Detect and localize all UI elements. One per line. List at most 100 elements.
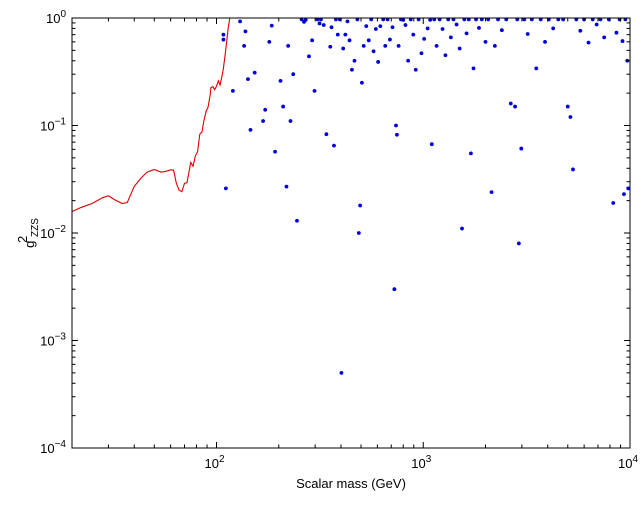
- scatter-point: [406, 58, 411, 63]
- y-tick-label-base: 10: [46, 11, 60, 26]
- scatter-point: [288, 119, 293, 123]
- scatter-point: [620, 39, 625, 43]
- scatter-point: [267, 39, 272, 44]
- scatter-point: [356, 231, 361, 235]
- x-tick-label: 104: [618, 454, 638, 471]
- scatter-point: [394, 123, 398, 128]
- scatter-point: [392, 287, 397, 292]
- x-tick-label: 103: [411, 454, 431, 471]
- y-tick-label: 10−1: [40, 117, 66, 134]
- scatter-point: [281, 104, 286, 109]
- scatter-point: [594, 22, 599, 27]
- y-tick-label: 10−2: [40, 224, 66, 241]
- scatter-point: [419, 51, 424, 56]
- scatter-point: [565, 104, 570, 109]
- y-tick-label-base: 10: [40, 226, 54, 241]
- y-tick-label-base: 10: [40, 334, 54, 349]
- scatter-point: [551, 26, 556, 31]
- x-tick-label-base: 10: [204, 456, 218, 471]
- scatter-point: [324, 132, 329, 137]
- y-axis-label-sup: 2: [15, 236, 30, 243]
- scatter-point: [489, 190, 494, 195]
- scatter-point: [586, 40, 591, 45]
- scatter-point: [341, 46, 346, 51]
- scatter-point: [395, 132, 399, 137]
- scatter-point: [221, 37, 226, 42]
- scatter-point: [464, 31, 469, 36]
- scatter-point: [578, 28, 583, 33]
- scatter-point: [611, 201, 616, 205]
- scatter-point: [396, 44, 401, 48]
- scatter-point: [513, 104, 517, 109]
- scatter-point: [364, 24, 369, 29]
- scatter-point: [312, 88, 317, 93]
- y-tick-label: 100: [46, 9, 66, 26]
- svg-text:g ZZS: g ZZS: [22, 218, 41, 248]
- scatter-point: [252, 70, 257, 75]
- scatter-point: [242, 44, 247, 48]
- scatter-point: [223, 186, 228, 191]
- limit-curve: [71, 17, 231, 213]
- scatter-point: [332, 143, 336, 148]
- scatter-point: [499, 28, 504, 33]
- scatter-point: [448, 35, 453, 40]
- scatter-point: [413, 67, 418, 72]
- scatter-point: [230, 88, 235, 93]
- scatter-point: [269, 23, 274, 28]
- scatter-point: [360, 80, 364, 85]
- scatter-point: [568, 115, 573, 119]
- scatter-point: [543, 39, 547, 44]
- scatter-point: [483, 39, 488, 44]
- x-tick-label-base: 10: [618, 456, 632, 471]
- scatter-point: [457, 46, 462, 51]
- scatter-point: [246, 77, 250, 82]
- x-tick-label: 102: [204, 454, 224, 471]
- scatter-point: [383, 44, 388, 48]
- scatter-point: [440, 27, 445, 31]
- scatter-point: [345, 19, 350, 24]
- scatter-point: [321, 23, 326, 27]
- scatter-point: [428, 18, 433, 22]
- y-tick-label: 10−3: [40, 332, 66, 349]
- scatter-point: [307, 54, 311, 59]
- scatter-point: [534, 66, 539, 71]
- scatter-point: [525, 32, 530, 36]
- scatter-point: [403, 23, 408, 27]
- scatter-point: [519, 146, 524, 151]
- y-tick-label: 10−4: [40, 439, 66, 456]
- scatter-point: [373, 27, 378, 31]
- scatter-point: [343, 32, 348, 37]
- scatter-point: [284, 184, 289, 189]
- scatter-point: [317, 21, 322, 26]
- scatter-point: [303, 18, 308, 22]
- scatter-point: [516, 241, 521, 246]
- x-tick-label-exponent: 4: [632, 454, 638, 465]
- scatter-point: [425, 26, 430, 31]
- scatter-point: [429, 142, 434, 147]
- scatter-point: [376, 60, 381, 64]
- scatter-point: [243, 29, 248, 34]
- scatter-point: [626, 186, 631, 191]
- scatter-point: [371, 49, 376, 54]
- scatter-point: [221, 32, 226, 37]
- scatter-point: [328, 44, 333, 49]
- scatter-point: [469, 151, 473, 156]
- scatter-point: [238, 19, 242, 24]
- scatter-point: [422, 36, 427, 41]
- scatter-point: [347, 38, 352, 43]
- scatter-point: [411, 32, 416, 37]
- scatter-point: [352, 58, 357, 63]
- y-tick-label-exponent: 0: [60, 9, 66, 20]
- scatter-point: [263, 107, 268, 112]
- y-axis-label-base: g: [22, 241, 37, 248]
- x-tick-label-exponent: 2: [219, 454, 225, 465]
- scatter-point: [366, 38, 371, 43]
- plot-area: [71, 17, 631, 375]
- scatter-point: [310, 38, 315, 43]
- scatter-point: [295, 218, 299, 223]
- scatter-point: [443, 53, 448, 58]
- scatter-point: [622, 192, 626, 197]
- x-tick-label-exponent: 3: [426, 454, 432, 465]
